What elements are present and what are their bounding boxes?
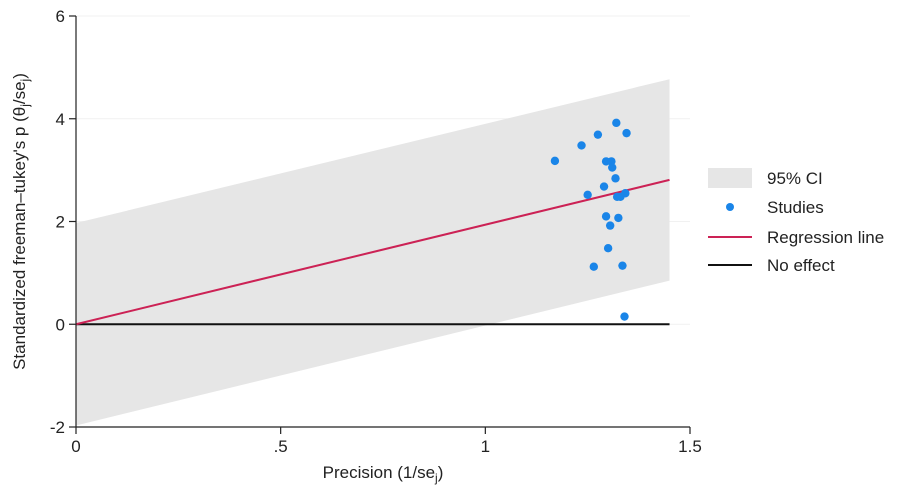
study-point [593, 130, 603, 139]
study-point [601, 212, 611, 221]
legend-no-effect-label: No effect [767, 256, 835, 275]
study-point [589, 262, 599, 271]
study-point [620, 312, 629, 321]
x-tick-label: .5 [274, 437, 288, 456]
x-tick-label: 1.5 [678, 437, 702, 456]
y-axis-title: Standardized freeman–tukey's p (θj/sej) [10, 73, 32, 370]
study-point [614, 213, 623, 223]
x-tick-label: 1 [481, 437, 490, 456]
study-point [603, 244, 613, 253]
regression-line [75, 178, 670, 326]
y-tick-label: 0 [56, 315, 65, 334]
x-tick-label: 0 [71, 437, 80, 456]
study-point [618, 261, 627, 270]
study-point [607, 157, 616, 166]
study-point [550, 156, 560, 166]
y-tick-label: 6 [56, 7, 65, 26]
y-tick-label: 4 [56, 110, 65, 129]
study-point [608, 163, 617, 172]
legend: 95% CI Studies Regression line No effect [708, 168, 884, 275]
study-point [583, 190, 592, 199]
tick-labels: -2 0 2 4 6 0 .5 1 1.5 [50, 7, 702, 456]
study-point [599, 182, 609, 191]
study-point [605, 221, 615, 230]
legend-studies-marker [726, 203, 734, 211]
y-tick-label: -2 [50, 418, 65, 437]
legend-ci-swatch [708, 168, 752, 188]
study-point [577, 141, 586, 150]
study-point [611, 174, 620, 183]
legend-regression-label: Regression line [767, 228, 884, 247]
study-point [621, 189, 630, 198]
y-tick-label: 2 [56, 213, 65, 232]
legend-ci-label: 95% CI [767, 169, 823, 188]
regression-layer [75, 178, 670, 326]
x-axis-title: Precision (1/sej) [323, 463, 444, 485]
legend-studies-label: Studies [767, 198, 824, 217]
study-point [622, 128, 631, 138]
studies-points-layer [550, 118, 631, 321]
study-point [612, 118, 621, 128]
